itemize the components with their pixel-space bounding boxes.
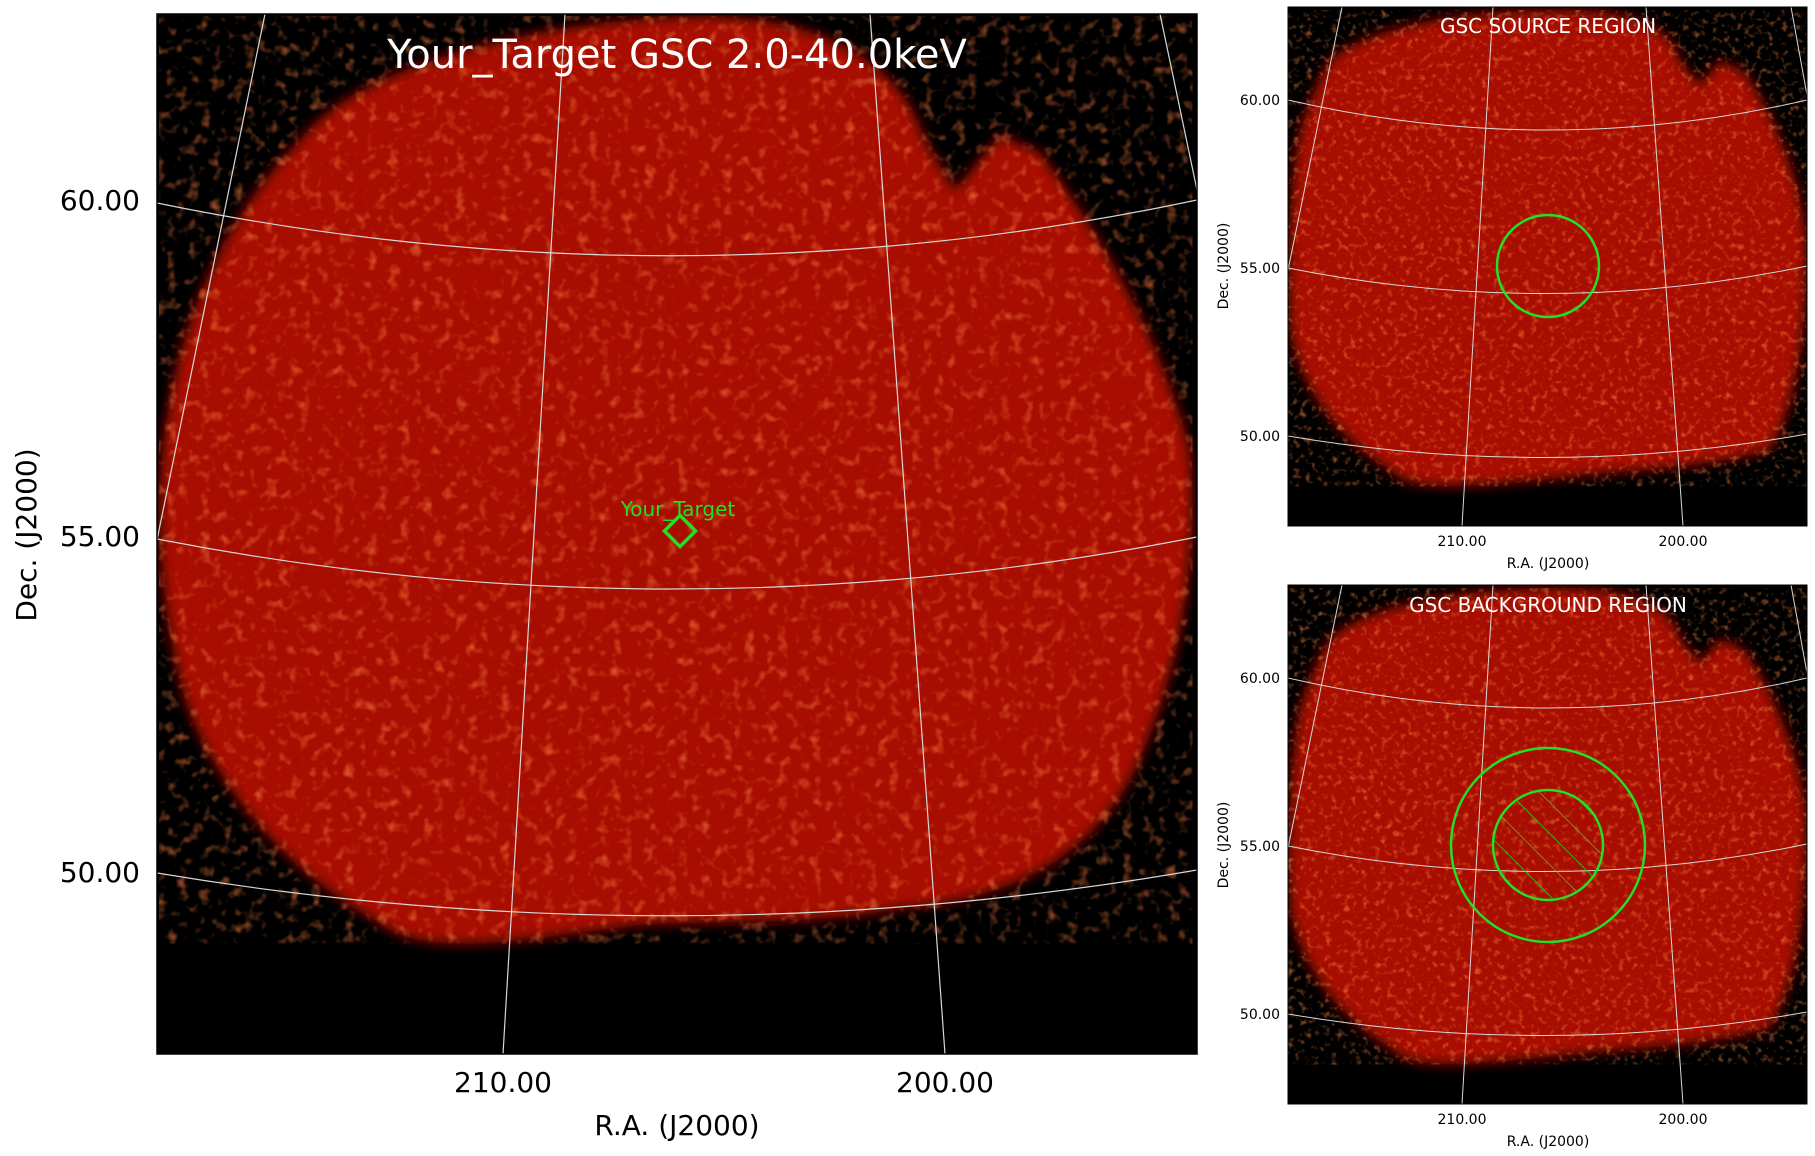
source-ra-tick-200: 200.00 bbox=[1659, 534, 1708, 550]
background-ra-tick-210: 210.00 bbox=[1438, 1112, 1487, 1128]
source-x-axis-label: R.A. (J2000) bbox=[1507, 556, 1590, 572]
main-title: Your_Target GSC 2.0-40.0keV bbox=[386, 32, 967, 78]
source-extraction-circle bbox=[1495, 213, 1601, 319]
target-marker bbox=[661, 512, 699, 550]
main-dec-tick-50: 50.00 bbox=[60, 856, 140, 889]
background-ra-tick-200: 200.00 bbox=[1659, 1112, 1708, 1128]
main-sky-map: Your_Target Your_Target GSC 2.0-40.0keV … bbox=[10, 13, 1198, 1142]
background-dec-tick-55: 55.00 bbox=[1240, 839, 1280, 855]
background-y-axis-label: Dec. (J2000) bbox=[1216, 802, 1232, 889]
target-marker-label: Your_Target bbox=[620, 497, 736, 521]
source-dec-tick-55: 55.00 bbox=[1240, 261, 1280, 277]
background-dec-tick-50: 50.00 bbox=[1240, 1007, 1280, 1023]
source-y-axis-label: Dec. (J2000) bbox=[1216, 223, 1232, 310]
main-frame bbox=[156, 13, 1198, 1055]
source-region-panel: GSC SOURCE REGION 60.00 55.00 50.00 210.… bbox=[1216, 6, 1808, 572]
source-dec-tick-60: 60.00 bbox=[1240, 93, 1280, 109]
main-x-axis-label: R.A. (J2000) bbox=[594, 1109, 759, 1142]
source-panel-title: GSC SOURCE REGION bbox=[1440, 14, 1656, 38]
background-x-axis-label: R.A. (J2000) bbox=[1507, 1134, 1590, 1150]
background-dec-tick-60: 60.00 bbox=[1240, 671, 1280, 687]
main-ra-tick-200: 200.00 bbox=[896, 1066, 994, 1099]
main-y-axis-label: Dec. (J2000) bbox=[10, 448, 43, 621]
background-panel-title: GSC BACKGROUND REGION bbox=[1409, 593, 1687, 617]
source-dec-tick-50: 50.00 bbox=[1240, 429, 1280, 445]
source-emission-texture bbox=[1288, 10, 1807, 487]
background-frame bbox=[1287, 584, 1808, 1105]
main-dec-tick-55: 55.00 bbox=[60, 520, 140, 553]
main-coordinate-grid bbox=[157, 14, 1197, 1054]
background-inner-circle bbox=[1491, 788, 1605, 902]
background-outer-circle bbox=[1449, 746, 1647, 944]
source-coordinate-grid bbox=[1288, 7, 1807, 526]
main-ra-tick-210: 210.00 bbox=[454, 1066, 552, 1099]
background-region-panel: GSC BACKGROUND REGION 60.00 55.00 50.00 … bbox=[1216, 584, 1808, 1150]
source-frame bbox=[1287, 6, 1808, 527]
source-ra-tick-210: 210.00 bbox=[1438, 534, 1487, 550]
background-exclusion-hatch bbox=[1493, 790, 1603, 900]
main-emission-texture bbox=[159, 16, 1193, 944]
main-dec-tick-60: 60.00 bbox=[60, 184, 140, 217]
